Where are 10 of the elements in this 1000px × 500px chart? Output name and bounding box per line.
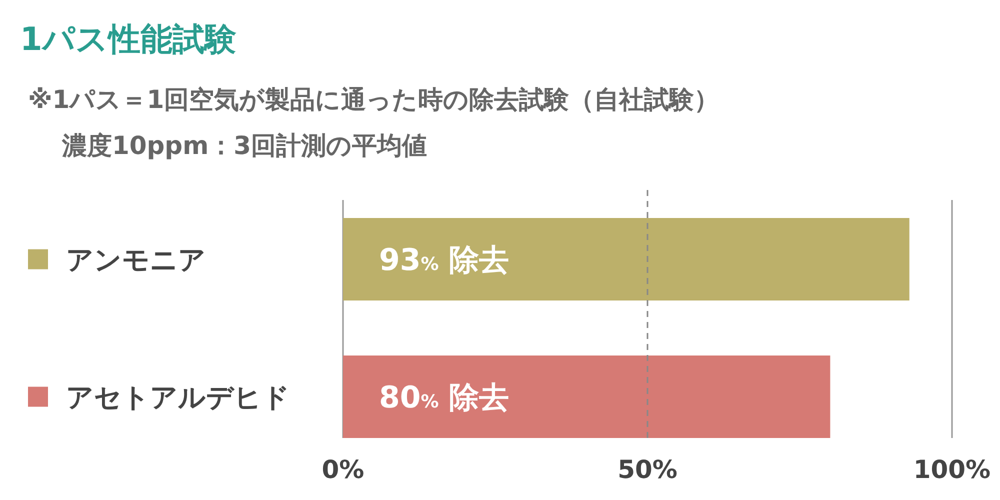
x-tick-label: 100% bbox=[913, 455, 991, 484]
x-tick-label: 0% bbox=[322, 455, 364, 484]
x-tick-label: 50% bbox=[618, 455, 678, 484]
y-tick-label: アンモニア bbox=[66, 244, 206, 276]
y-tick-label: アセトアルデヒド bbox=[66, 382, 290, 414]
chart-subtitle: ※1パス＝1回空気が製品に通った時の除去試験（自社試験） bbox=[28, 85, 720, 114]
text: 濃度10ppm：3回計測の平均値 bbox=[61, 131, 428, 160]
data-label: 93% 除去 bbox=[379, 243, 510, 278]
chart-title: 1パス性能試験 bbox=[20, 20, 236, 58]
data-label: 80% 除去 bbox=[379, 380, 510, 416]
